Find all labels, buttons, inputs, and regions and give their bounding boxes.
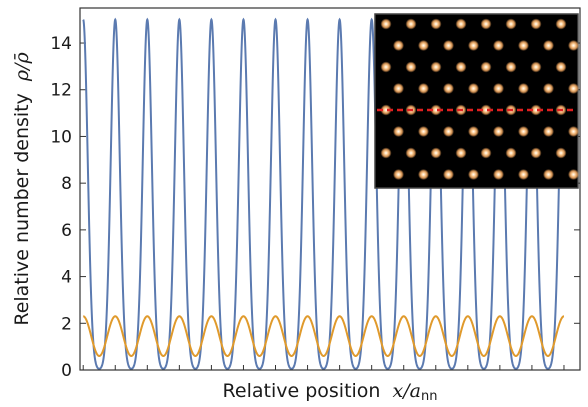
inset-lattice-spot [455,61,467,73]
inset-lattice-spot [405,18,417,30]
inset-lattice-spot [543,169,554,180]
inset-lattice-spot [393,126,404,137]
inset-lattice-spot [443,83,454,94]
inset-lattice-spot [418,83,429,94]
y-tick-label: 2 [61,314,72,334]
inset-lattice-spot [455,18,467,30]
inset-lattice-spot [493,83,504,94]
inset-image [374,13,579,189]
y-tick-label: 4 [61,268,72,288]
inset-lattice-spot [568,169,579,180]
inset-lattice-spot [418,169,429,180]
inset-lattice-spot [493,126,504,137]
inset-lattice-spot [443,40,454,51]
inset-lattice-spot [555,147,567,159]
inset-lattice-spot [468,169,479,180]
inset-lattice-spot [430,61,442,73]
x-axis [82,365,565,370]
inset-lattice-spot [505,18,517,30]
inset-lattice-spot [543,40,554,51]
inset-lattice-spot [530,61,542,73]
y-tick-label: 8 [61,174,72,194]
inset-lattice-spot [393,169,404,180]
inset-lattice-spot [443,126,454,137]
inset-lattice-spot [380,147,392,159]
inset-lattice-spot [505,147,517,159]
inset-lattice-spot [468,83,479,94]
inset-lattice-spot [480,104,492,116]
inset-lattice-spot [480,61,492,73]
series-line-smooth [83,315,565,357]
inset-lattice-spot [493,40,504,51]
inset-lattice-spot [480,18,492,30]
inset-lattice-spot [430,104,442,116]
inset-lattice-spot [443,169,454,180]
inset-lattice-spot [493,169,504,180]
inset-lattice-spot [468,40,479,51]
series-layer [82,17,565,370]
inset-lattice-spot [518,83,529,94]
inset-lattice-spot [430,147,442,159]
inset-lattice-spot [505,61,517,73]
inset-lattice-spot [380,104,392,116]
inset-lattice-spot [418,126,429,137]
inset-lattice-spot [518,40,529,51]
inset-lattice-spot [468,126,479,137]
inset-lattice-spot [430,18,442,30]
inset-lattice-spot [568,126,579,137]
inset-lattice-spot [543,126,554,137]
inset-lattice-spot [405,61,417,73]
inset-lattice-spot [568,83,579,94]
inset-lattice-spot [555,18,567,30]
inset-lattice-spot [418,40,429,51]
inset-lattice-spot [480,147,492,159]
inset-lattice-spot [555,61,567,73]
y-axis-label: Relative number density ρ/ρ̄ [11,52,33,326]
inset-lattice-spot [455,147,467,159]
inset-lattice-spot [568,40,579,51]
inset-lattice-spot [518,126,529,137]
inset-lattice-spot [380,18,392,30]
inset-lattice-spot [543,83,554,94]
plot-frame [79,7,581,371]
y-tick-label: 14 [50,34,72,54]
inset-lattice-spot [530,18,542,30]
y-tick-label: 6 [61,221,72,241]
y-tick-label: 10 [50,127,72,147]
x-axis-label: Relative position x/ann [223,380,438,404]
inset-lattice-spot [530,147,542,159]
y-tick-label: 12 [50,81,72,101]
inset-lattice-spot [518,169,529,180]
inset-lattice-spot [380,61,392,73]
inset-lattice-spot [405,147,417,159]
y-tick-label: 0 [61,361,72,381]
series-line-dense [82,17,565,370]
inset-lattice-spot [393,83,404,94]
inset-lattice-spot [530,104,542,116]
inset-lattice-spot [393,40,404,51]
